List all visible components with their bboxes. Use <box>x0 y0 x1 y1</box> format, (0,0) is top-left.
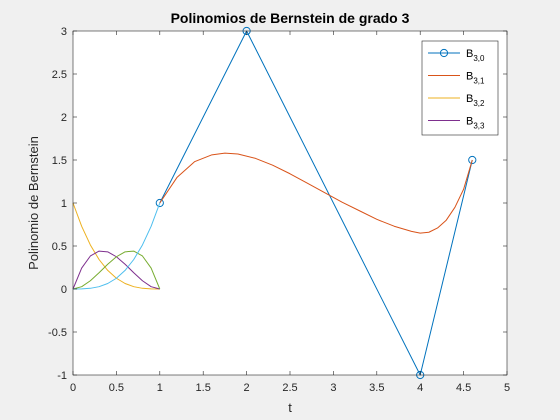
y-tick-label: 2 <box>61 112 67 124</box>
y-tick-label: 3 <box>61 26 67 38</box>
y-tick-label: -1 <box>57 370 67 382</box>
data-point <box>155 198 164 208</box>
legend-label-base: B <box>466 93 473 105</box>
x-tick-label: 5 <box>504 382 510 394</box>
x-tick-label: 4 <box>417 382 423 394</box>
legend-label-subscript: 3,1 <box>473 77 485 86</box>
legend-label-subscript: 3,0 <box>473 54 485 63</box>
data-point <box>468 155 477 165</box>
legend-label-base: B <box>466 48 473 60</box>
y-tick-label: -0.5 <box>48 327 67 339</box>
x-tick-label: 0.5 <box>109 382 124 394</box>
x-tick-label: 0 <box>70 382 76 394</box>
x-tick-label: 1 <box>157 382 163 394</box>
legend-label: B3,3 <box>466 116 485 131</box>
legend-box <box>421 40 499 136</box>
series-line-0 <box>159 30 473 376</box>
legend-label-base: B <box>466 116 473 128</box>
series-layer <box>72 26 477 380</box>
x-tick-label: 3 <box>330 382 336 394</box>
y-tick-label: 0.5 <box>52 241 67 253</box>
legend-label-base: B <box>466 71 473 83</box>
x-tick-label: 2 <box>244 382 250 394</box>
x-tick-label: 3.5 <box>369 382 384 394</box>
x-tick-label: 1.5 <box>196 382 211 394</box>
chart-title: Polinomios de Bernstein de grado 3 <box>171 10 410 26</box>
legend-marker <box>439 48 449 58</box>
y-axis-title: Polinomio de Bernstein <box>26 136 41 270</box>
series-line-1 <box>159 152 473 234</box>
x-axis-title: t <box>288 400 292 415</box>
series-line-4 <box>72 250 161 290</box>
series-line-5 <box>72 202 161 290</box>
x-tick-label: 2.5 <box>282 382 297 394</box>
legend-label: B3,0 <box>466 48 485 63</box>
ticks-layer: 0 0.5 1 1.5 2 2.5 3 3.5 4 4.5 5 -1 -0.5 0 0.5 1 1.5 2 2.5 3 <box>48 26 510 394</box>
y-tick-label: 0 <box>61 284 67 296</box>
y-tick-label: 1.5 <box>52 155 67 167</box>
y-tick-label: 2.5 <box>52 69 67 81</box>
legend-label-subscript: 3,2 <box>473 99 485 108</box>
legend-label: B3,2 <box>466 93 485 108</box>
x-tick-label: 4.5 <box>456 382 471 394</box>
legend-label: B3,1 <box>466 71 485 86</box>
legend: B3,0B3,1B3,2B3,3 <box>421 40 499 136</box>
legend-label-subscript: 3,3 <box>473 122 485 131</box>
y-tick-label: 1 <box>61 198 67 210</box>
